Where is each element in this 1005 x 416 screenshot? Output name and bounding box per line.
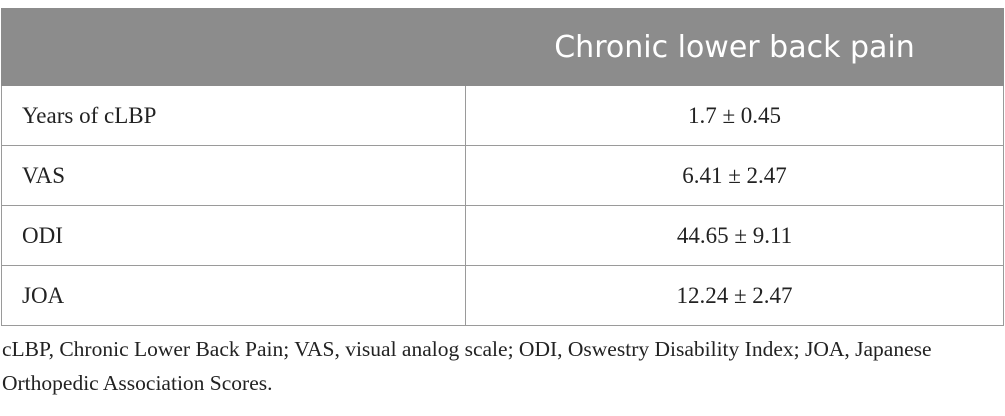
table-body: Years of cLBP 1.7 ± 0.45 VAS 6.41 ± 2.47 ODI… (1, 85, 1004, 326)
table-row: ODI 44.65 ± 9.11 (1, 205, 1004, 266)
row-label: Years of cLBP (1, 85, 466, 146)
data-table: Chronic lower back pain Years of cLBP 1.7… (1, 8, 1004, 326)
row-value: 12.24 ± 2.47 (465, 265, 1004, 326)
row-value: 1.7 ± 0.45 (465, 85, 1004, 146)
footnote: cLBP, Chronic Lower Back Pain; VAS, visu… (2, 337, 932, 395)
table-row: VAS 6.41 ± 2.47 (1, 145, 1004, 206)
row-value: 44.65 ± 9.11 (465, 205, 1004, 266)
row-label: ODI (1, 205, 466, 266)
row-label: JOA (1, 265, 466, 326)
row-value: 6.41 ± 2.47 (465, 145, 1004, 206)
header-row: Chronic lower back pain (1, 8, 1004, 86)
table-row: JOA 12.24 ± 2.47 (1, 265, 1004, 326)
row-label: VAS (1, 145, 466, 206)
header-cell (1, 8, 466, 86)
table-row: Years of cLBP 1.7 ± 0.45 (1, 85, 1004, 146)
header-title: Chronic lower back pain (465, 8, 1004, 86)
